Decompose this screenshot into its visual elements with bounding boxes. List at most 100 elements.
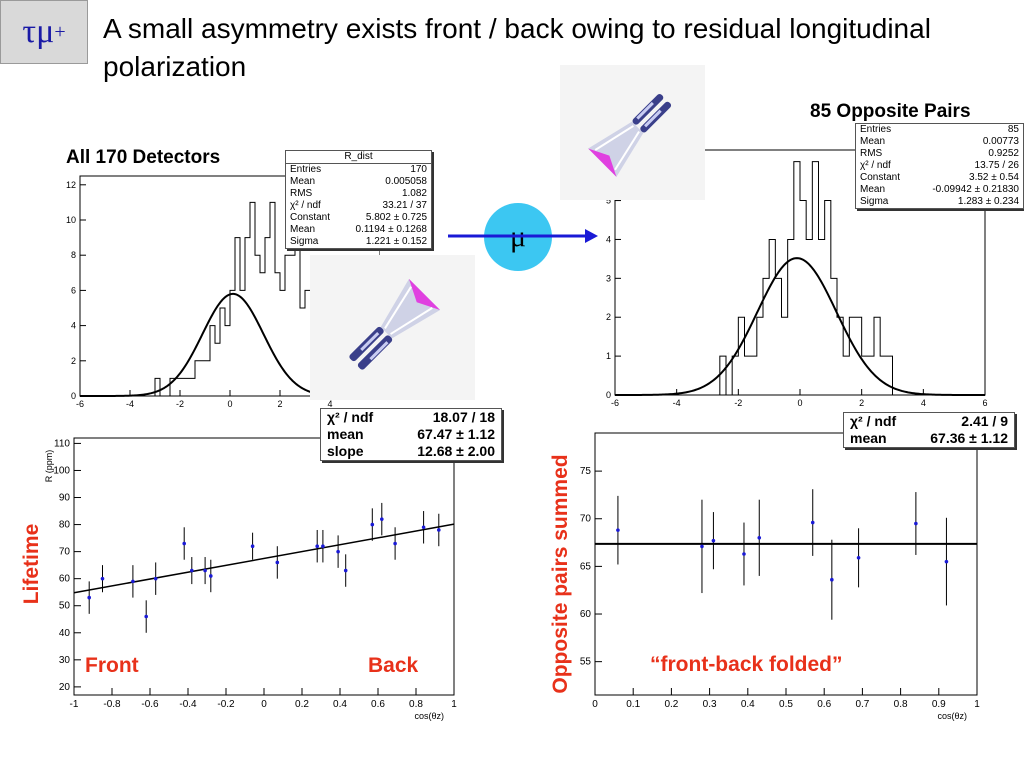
x-tick-label: -0.8 (103, 699, 121, 710)
x-tick-label: 0.3 (703, 699, 717, 710)
y-axis-label: R (ppm) (44, 450, 54, 483)
y-tick-label: 12 (66, 180, 76, 190)
x-axis-label: cos(θz) (414, 711, 444, 721)
data-point (856, 556, 861, 560)
stats-left-key: χ² / ndf (290, 200, 321, 211)
y-tick-label: 6 (71, 285, 76, 295)
y-tick-label: 75 (580, 466, 592, 477)
data-point (144, 614, 148, 619)
y-tick-label: 4 (71, 321, 76, 331)
x-tick-label: 2 (277, 399, 282, 409)
y-tick-label: 70 (59, 547, 71, 558)
fit-left-value: 12.68 ± 2.00 (417, 443, 495, 459)
stats-box-right: Entries 85 Mean 0.00773 RMS 0.9252 χ² / ndf 13.… (855, 123, 1024, 209)
data-point (944, 559, 949, 564)
fit-left-row: χ² / ndf 18.07 / 18 (321, 409, 501, 426)
opposite-summed-label: Opposite pairs summed (549, 454, 572, 694)
histogram-opposite-pairs: -6 -4 -2 0 2 4 6 0 1 2 3 4 5 (606, 149, 988, 408)
all-detectors-label: All 170 Detectors (66, 147, 221, 168)
stats-right-value: 0.00773 (982, 136, 1019, 147)
x-tick-label: 0.5 (779, 699, 793, 710)
stats-left-value: 0.005058 (385, 176, 427, 187)
data-point (830, 577, 834, 582)
front-label: Front (85, 654, 139, 677)
data-point (209, 574, 213, 578)
x-tick-label: -0.4 (179, 699, 197, 710)
fit-right-row: χ² / ndf 2.41 / 9 (844, 413, 1014, 430)
stats-left-row: χ² / ndf 33.21 / 37 (286, 200, 431, 212)
x-tick-label: 0.4 (333, 699, 347, 710)
fit-left-key: slope (327, 443, 364, 459)
data-point (421, 525, 426, 530)
x-tick-label: -1 (70, 699, 79, 710)
y-tick-label: 4 (606, 234, 611, 244)
stats-left-row: RMS 1.082 (286, 188, 431, 200)
tag-mu: μ (36, 13, 55, 50)
data-point (250, 544, 255, 549)
histogram-bars (719, 161, 893, 396)
y-tick-label: 30 (59, 655, 71, 666)
fit-left-key: mean (327, 426, 364, 442)
data-point (182, 541, 186, 546)
stats-box-title: R_dist (286, 151, 431, 164)
x-tick-label: -6 (611, 398, 619, 408)
stats-left-key: Sigma (290, 236, 319, 247)
x-tick-label: -6 (76, 399, 84, 409)
stats-right-row: Mean 0.00773 (856, 136, 1023, 148)
stats-right-value: 13.75 / 26 (974, 160, 1019, 171)
lifetime-plot: -1 -0.8 -0.6 -0.4 -0.2 0 0.2 0.4 0.6 0.8 1 20 30 40 50… (44, 437, 457, 721)
y-tick-label: 3 (606, 273, 611, 283)
data-point (437, 528, 441, 532)
x-tick-label: 2 (859, 398, 864, 408)
data-point (336, 549, 340, 554)
x-tick-label: -0.2 (217, 699, 235, 710)
y-tick-label: 0 (71, 391, 76, 401)
x-tick-label: -4 (126, 399, 134, 409)
stats-left-value: 1.082 (401, 188, 427, 199)
opposite-summed-plot: 0 0.1 0.2 0.3 0.4 0.5 0.6 0.7 0.8 0.9 1 55 60 65 70 75 c… (580, 432, 980, 721)
stats-right-row: Sigma 1.283 ± 0.234 (856, 196, 1023, 208)
y-tick-label: 8 (71, 250, 76, 260)
fit-left-row: slope 12.68 ± 2.00 (321, 443, 501, 460)
data-point (275, 560, 280, 565)
data-point (742, 552, 746, 556)
y-tick-label: 70 (580, 514, 592, 525)
y-tick-label: 5 (606, 196, 611, 206)
fit-right-row: mean 67.36 ± 1.12 (844, 430, 1014, 447)
stats-right-key: RMS (860, 148, 883, 159)
stats-left-row: Sigma 1.221 ± 0.152 (286, 236, 431, 248)
x-tick-label: 0.6 (371, 699, 385, 710)
stats-left-row: Constant 5.802 ± 0.725 (286, 212, 431, 224)
x-tick-label: 0.2 (295, 699, 309, 710)
y-tick-label: 20 (59, 682, 71, 693)
x-tick-label: 0 (261, 699, 267, 710)
x-tick-label: 0.7 (855, 699, 869, 710)
fit-box-right: χ² / ndf 2.41 / 9 mean 67.36 ± 1.12 (843, 412, 1015, 448)
data-point (700, 544, 704, 549)
fit-left-key: χ² / ndf (327, 409, 374, 425)
x-tick-label: 0.8 (894, 699, 908, 710)
muon-arrow-front (448, 234, 585, 238)
data-point (131, 579, 135, 584)
x-tick-label: 0.2 (664, 699, 678, 710)
y-tick-label: 90 (59, 493, 71, 504)
data-point (203, 568, 207, 573)
x-tick-label: 0.9 (932, 699, 946, 710)
fit-right-value: 67.36 ± 1.12 (930, 430, 1008, 446)
x-tick-label: -0.6 (141, 699, 159, 710)
stats-left-row: Mean 0.1194 ± 0.1268 (286, 224, 431, 236)
data-point (100, 576, 105, 581)
stats-right-key: Constant (860, 172, 901, 183)
stats-left-value: 5.802 ± 0.725 (365, 212, 427, 223)
data-point (153, 576, 158, 581)
y-tick-label: 80 (59, 520, 71, 531)
slide-tag: τ μ + (0, 0, 88, 64)
lifetime-label: Lifetime (20, 523, 43, 605)
stats-left-value: 0.1194 ± 0.1268 (355, 224, 427, 235)
x-tick-label: 0.8 (409, 699, 423, 710)
stats-box-left: R_dist Entries 170 Mean 0.005058 RMS 1.082 χ² … (285, 150, 432, 249)
opposite-pairs-label: 85 Opposite Pairs (810, 101, 971, 122)
stats-right-key: Mean (860, 184, 886, 195)
data-point (343, 568, 348, 573)
x-tick-label: 4 (327, 399, 332, 409)
